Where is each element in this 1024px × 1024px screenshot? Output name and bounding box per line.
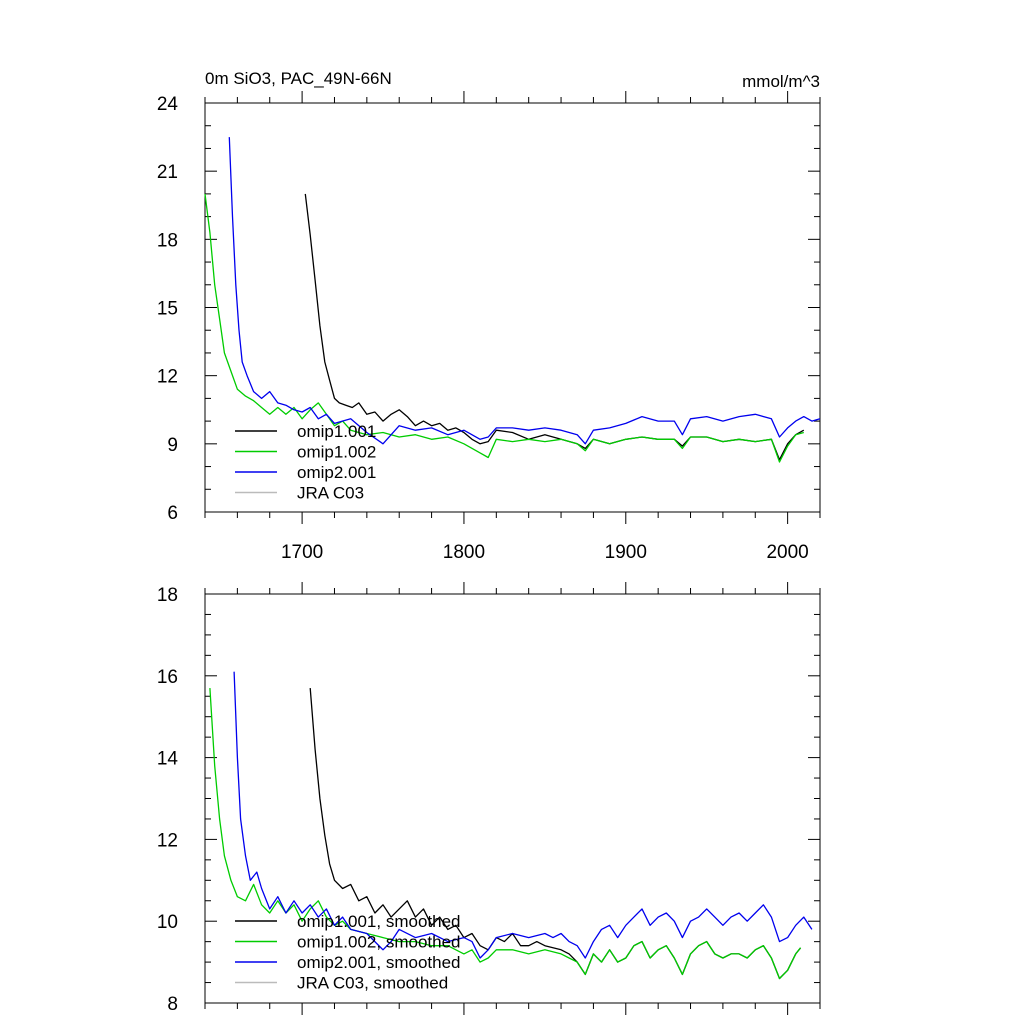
- legend-label: JRA C03: [297, 484, 364, 503]
- legend-label: omip2.001: [297, 463, 376, 482]
- x-tick-label: 2000: [766, 542, 808, 563]
- bottom-panel: 8 10 12 14 16 18 omip1.001, smoothed omip1.002…: [157, 582, 821, 1015]
- top-panel: 0m SiO3, PAC_49N-66N mmol/m^3 1700 1800 19…: [157, 69, 821, 563]
- series-line: [233, 671, 813, 959]
- y-tick-label: 15: [157, 299, 178, 320]
- y-tick-label: 16: [157, 667, 178, 688]
- legend-label: omip2.001, smoothed: [297, 953, 461, 972]
- y-tick-label: 18: [157, 585, 178, 606]
- series-line: [228, 137, 821, 445]
- legend-label: omip1.001: [297, 422, 376, 441]
- top-series-lines: [204, 137, 821, 463]
- y-tick-label: 6: [167, 503, 178, 524]
- y-tick-label: 21: [157, 162, 178, 183]
- y-tick-label: 14: [157, 749, 179, 770]
- y-tick-label: 12: [157, 830, 178, 851]
- bottom-legend: omip1.001, smoothed omip1.002, smoothedom…: [235, 912, 461, 993]
- x-tick-label: 1800: [443, 542, 485, 563]
- legend-label: omip1.002: [297, 443, 376, 462]
- top-axes: 1700 1800 1900 2000 6 9 12 15 18 21 24: [157, 91, 821, 563]
- legend-label: omip1.001, smoothed: [297, 912, 461, 931]
- y-tick-label: 12: [157, 367, 178, 388]
- y-tick-label: 9: [167, 435, 178, 456]
- x-tick-label: 1700: [281, 542, 323, 563]
- chart-units: mmol/m^3: [742, 72, 820, 91]
- y-tick-label: 8: [167, 994, 178, 1015]
- chart-title: 0m SiO3, PAC_49N-66N: [205, 69, 392, 88]
- y-tick-label: 24: [157, 94, 179, 115]
- legend-label: omip1.002, smoothed: [297, 933, 461, 952]
- x-tick-label: 1900: [605, 542, 647, 563]
- y-tick-label: 18: [157, 230, 178, 251]
- series-line: [204, 193, 804, 463]
- bottom-axes: 8 10 12 14 16 18: [157, 582, 821, 1015]
- bottom-series-lines: [209, 671, 813, 980]
- y-tick-label: 10: [157, 912, 178, 933]
- legend-label: JRA C03, smoothed: [297, 974, 448, 993]
